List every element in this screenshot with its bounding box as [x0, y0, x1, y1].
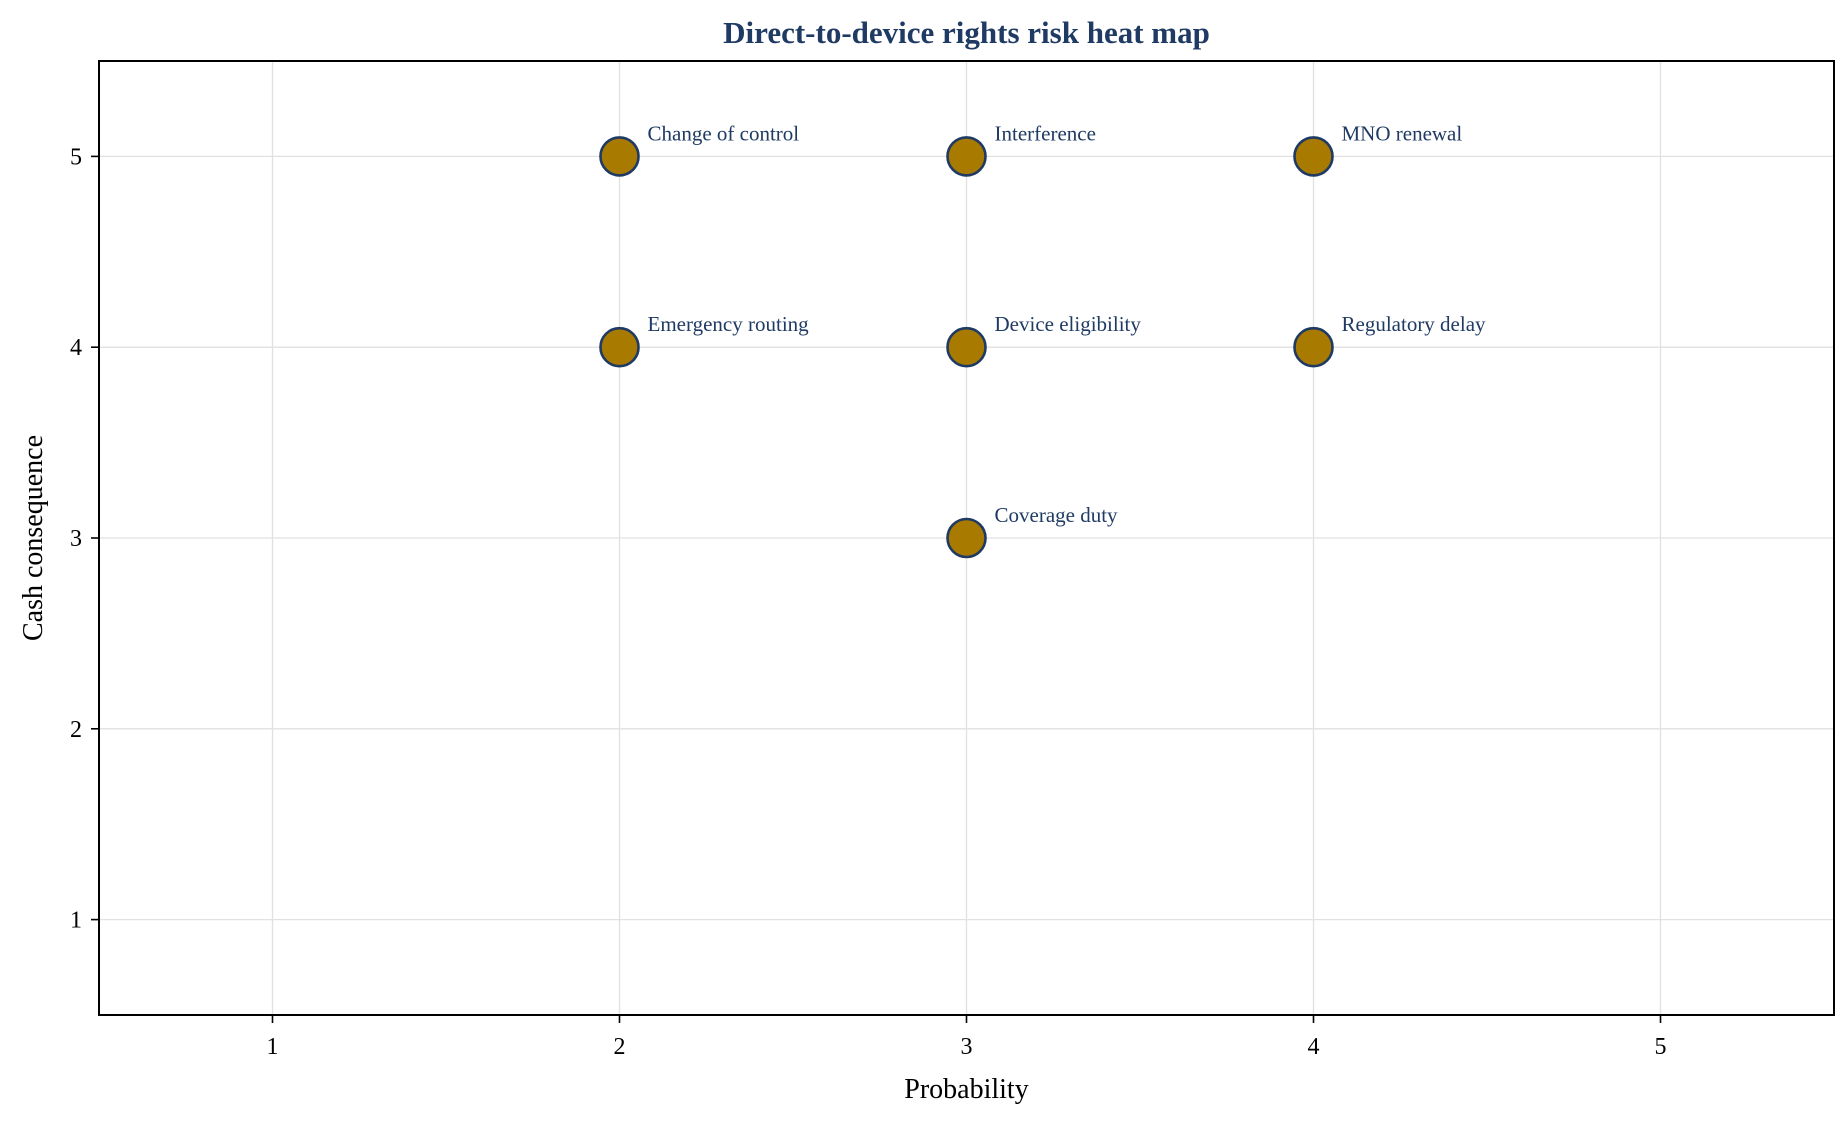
y-axis-label: Cash consequence — [18, 435, 49, 641]
axis-ticks: 1 2 3 4 5 1 2 3 4 5 — [70, 144, 1667, 1060]
data-point — [1293, 326, 1334, 368]
y-tick-label: 2 — [70, 717, 82, 743]
y-tick-label: 1 — [70, 908, 82, 934]
data-point — [1293, 136, 1334, 177]
data-point-label: Interference — [995, 121, 1096, 145]
x-tick-label: 1 — [267, 1034, 279, 1060]
data-point — [599, 326, 640, 368]
data-point-label: Regulatory delay — [1342, 312, 1487, 336]
chart-title: Direct-to-device rights risk heat map — [723, 15, 1210, 50]
data-point — [946, 326, 987, 368]
y-tick-label: 3 — [70, 526, 82, 552]
data-point-label: Emergency routing — [648, 312, 810, 336]
y-tick-label: 4 — [70, 335, 82, 361]
data-point — [946, 136, 987, 177]
data-point-label: MNO renewal — [1342, 121, 1463, 145]
y-tick-label: 5 — [70, 144, 82, 170]
data-point — [599, 136, 640, 177]
x-tick-label: 4 — [1308, 1034, 1320, 1060]
x-tick-label: 2 — [614, 1034, 626, 1060]
x-tick-label: 5 — [1655, 1034, 1667, 1060]
x-axis-label: Probability — [904, 1074, 1028, 1105]
data-point-label: Change of control — [648, 121, 800, 145]
data-points: Change of control Interference MNO renewal… — [599, 121, 1487, 559]
data-point — [946, 517, 987, 559]
data-point-label: Coverage duty — [995, 503, 1119, 527]
data-point-label: Device eligibility — [995, 312, 1142, 336]
x-tick-label: 3 — [961, 1034, 973, 1060]
